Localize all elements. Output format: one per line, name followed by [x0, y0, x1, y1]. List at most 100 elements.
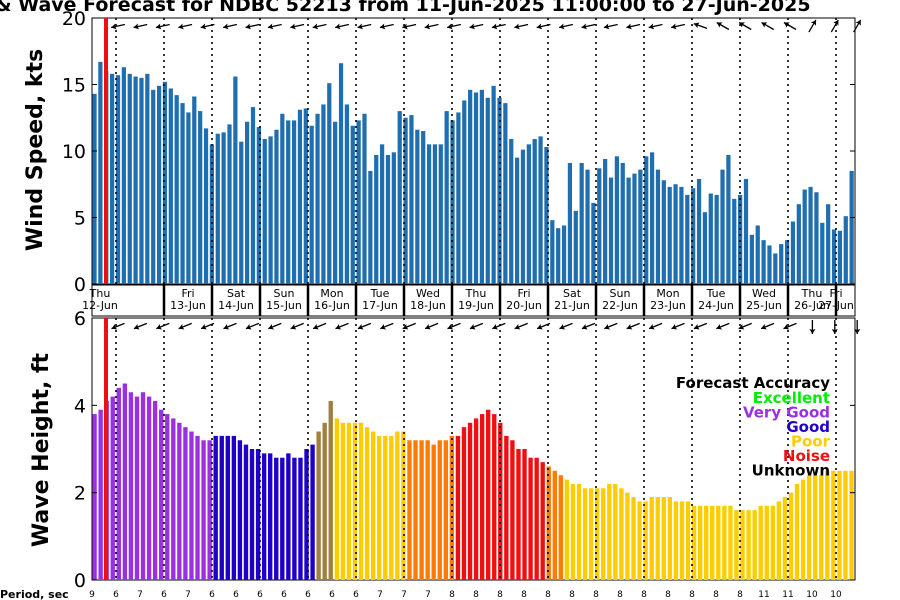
wave-bar — [461, 427, 467, 580]
legend-item: Noise — [783, 447, 830, 465]
arrow-head — [335, 23, 341, 30]
period-tick-label: 9 — [89, 590, 95, 600]
wind-bar — [309, 125, 314, 284]
wind-ytick-label: 5 — [74, 208, 86, 230]
wave-bar — [92, 414, 97, 580]
wind-bar — [468, 89, 473, 284]
wave-bar — [673, 501, 679, 580]
wave-bar — [231, 435, 237, 580]
wave-bar — [146, 396, 152, 580]
period-tick-label: 6 — [281, 590, 287, 600]
wave-bar — [794, 483, 800, 580]
day-date: 21-Jun — [554, 299, 590, 312]
wind-bar — [802, 189, 807, 284]
wave-direction-arrow — [693, 322, 708, 330]
wave-bar — [570, 483, 576, 580]
legend-item: Good — [786, 418, 830, 436]
period-tick-label: 8 — [737, 590, 743, 600]
day-name: Wed — [416, 287, 440, 300]
wind-bar — [151, 89, 156, 284]
wind-direction-arrow — [312, 23, 327, 30]
wind-bar — [796, 204, 801, 284]
day-name: Tue — [370, 287, 390, 300]
wind-bar — [679, 186, 684, 284]
wind-bar — [520, 149, 526, 284]
wave-bar — [625, 492, 630, 580]
wave-direction-arrow — [268, 322, 282, 330]
wave-bar — [377, 435, 382, 580]
period-tick-label: 6 — [161, 590, 167, 600]
wind-bar — [509, 139, 514, 284]
arrow-head — [290, 23, 296, 30]
arrow-head — [447, 23, 453, 30]
wind-bar — [708, 193, 713, 284]
wave-bar — [837, 470, 842, 580]
wind-bar — [738, 194, 743, 284]
wave-bar — [110, 396, 115, 580]
arrow-head — [156, 323, 163, 330]
arrow-head — [380, 323, 387, 330]
wave-bar — [697, 505, 703, 580]
wave-bar — [576, 483, 582, 580]
wave-bar — [116, 387, 121, 580]
wave-bar — [152, 400, 158, 580]
wave-bar — [389, 435, 394, 580]
wind-bar — [849, 170, 854, 284]
day-date: 16-Jun — [314, 299, 350, 312]
wave-bar — [528, 457, 533, 580]
wind-bar — [432, 144, 438, 284]
day-strip-frame — [91, 284, 856, 317]
wave-bar — [340, 422, 346, 580]
wind-bar — [250, 107, 256, 284]
arrow-head — [201, 323, 207, 330]
wave-bar — [661, 497, 666, 580]
wave-bar — [813, 475, 818, 580]
day-name: Fri — [517, 287, 530, 300]
wave-bar — [183, 427, 188, 580]
wave-direction-arrow — [178, 322, 192, 330]
arrow-head — [447, 323, 454, 330]
arrow-head — [402, 323, 409, 330]
day-name: Sat — [227, 287, 246, 300]
wind-direction-arrow — [335, 23, 349, 30]
arrow-head — [133, 323, 140, 330]
wave-bar — [498, 422, 503, 580]
wave-direction-arrow — [760, 322, 775, 330]
wave-bar — [443, 440, 448, 580]
wave-bar — [806, 475, 812, 580]
period-tick-label: 6 — [305, 590, 311, 600]
arrow-head — [810, 19, 816, 26]
day-date: 23-Jun — [650, 299, 686, 312]
wind-direction-arrow — [447, 23, 461, 30]
period-tick-label: 8 — [521, 590, 527, 600]
wind-direction-arrow — [402, 23, 417, 30]
wave-bar — [292, 457, 297, 580]
arrow-head — [223, 23, 229, 30]
arrow-head — [831, 329, 838, 334]
day-date: 20-Jun — [506, 299, 542, 312]
wind-direction-arrow — [245, 23, 260, 30]
wave-bar — [716, 505, 721, 580]
wave-bar — [195, 435, 200, 580]
wave-y-ticks: 0 2 4 6 — [74, 308, 855, 592]
wave-bar — [782, 497, 788, 580]
wind-bar — [685, 194, 690, 284]
wind-direction-arrow — [111, 23, 125, 30]
period-tick-label: 10 — [806, 590, 818, 600]
wind-bar — [579, 162, 584, 284]
day-name: Thu — [801, 287, 823, 300]
arrow-head — [469, 23, 476, 30]
wave-bar — [207, 440, 212, 580]
wave-bar — [316, 431, 321, 580]
period-tick-label: 11 — [782, 590, 793, 600]
wind-bar — [192, 96, 197, 284]
wind-bar — [714, 194, 719, 284]
wind-bar — [638, 169, 643, 284]
wind-bar — [421, 131, 426, 284]
wind-bar — [826, 204, 831, 284]
wave-direction-arrows — [111, 320, 861, 334]
wind-direction-arrow — [761, 21, 774, 31]
day-date: 17-Jun — [362, 299, 398, 312]
wave-bar — [655, 497, 660, 580]
wave-bar — [189, 431, 194, 580]
